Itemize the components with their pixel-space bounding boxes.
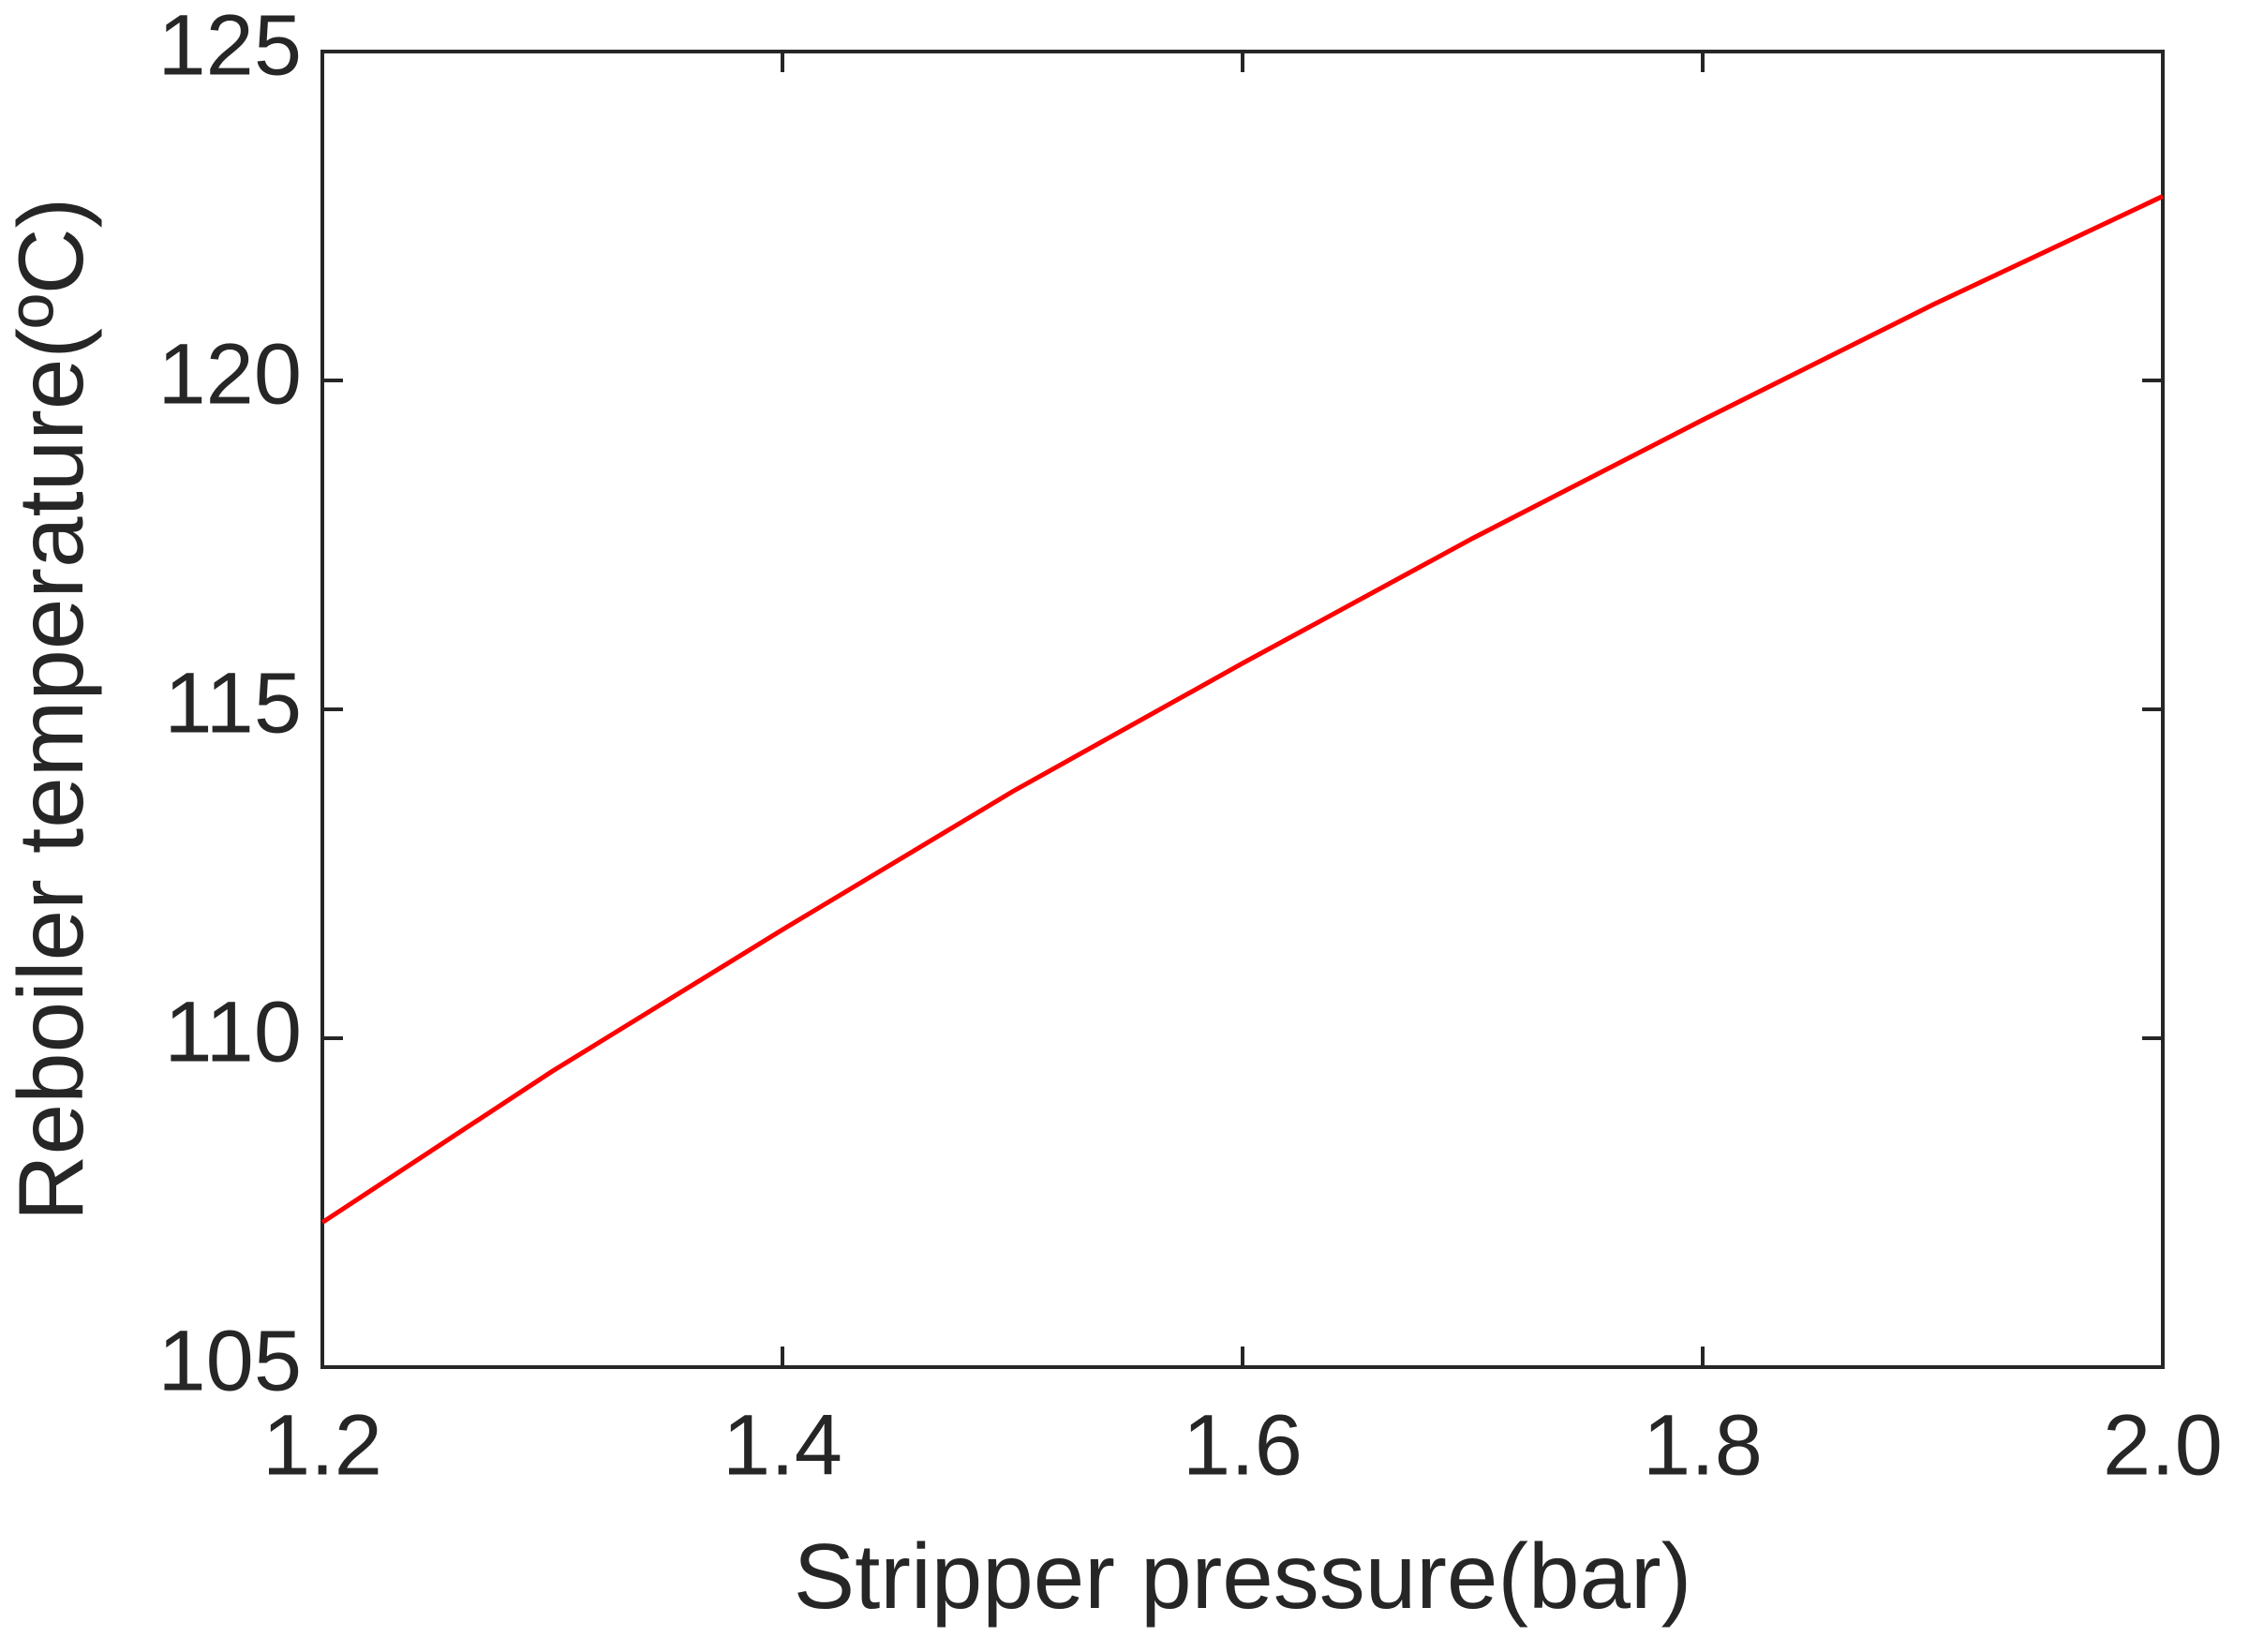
y-tick-label: 125 — [158, 0, 303, 93]
x-tick-label: 1.6 — [1183, 1397, 1303, 1493]
data-line — [320, 194, 2165, 1225]
y-tick-label: 115 — [164, 655, 302, 751]
x-tick-label: 2.0 — [2103, 1397, 2223, 1493]
x-tick-label: 1.4 — [722, 1397, 842, 1493]
y-tick-label: 110 — [164, 984, 302, 1079]
x-tick-label: 1.8 — [1643, 1397, 1763, 1493]
plot-frame — [320, 50, 2165, 1369]
x-tick-label: 1.2 — [262, 1397, 382, 1493]
x-axis-label: Stripper pressure(bar) — [794, 1525, 1692, 1628]
y-tick-label: 105 — [158, 1313, 303, 1408]
y-axis-label: Reboiler temperature(ºC) — [0, 198, 102, 1221]
y-tick-label: 120 — [158, 326, 303, 422]
